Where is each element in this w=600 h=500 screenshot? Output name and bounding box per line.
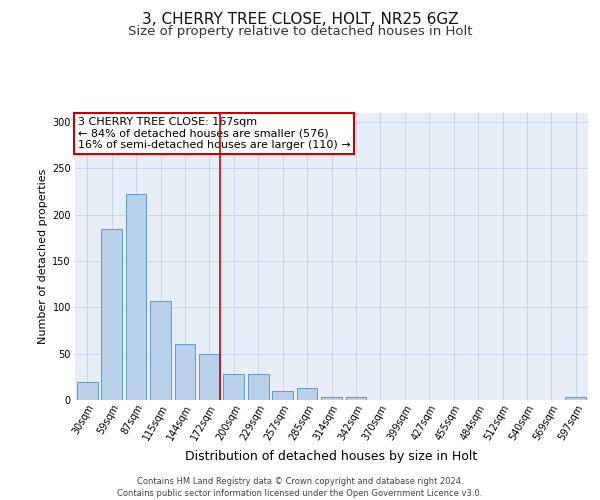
X-axis label: Distribution of detached houses by size in Holt: Distribution of detached houses by size … [185,450,478,464]
Bar [223,374,244,400]
Bar [175,344,196,400]
Bar [150,301,171,400]
Bar [321,397,342,400]
Text: 3 CHERRY TREE CLOSE: 167sqm
← 84% of detached houses are smaller (576)
16% of se: 3 CHERRY TREE CLOSE: 167sqm ← 84% of det… [77,117,350,150]
Bar [565,397,586,400]
Bar [296,388,317,400]
Bar [125,194,146,400]
Bar [248,374,269,400]
Text: Size of property relative to detached houses in Holt: Size of property relative to detached ho… [128,25,472,38]
Bar [272,390,293,400]
Bar [346,397,367,400]
Y-axis label: Number of detached properties: Number of detached properties [38,168,48,344]
Bar [199,354,220,400]
Text: Contains HM Land Registry data © Crown copyright and database right 2024.
Contai: Contains HM Land Registry data © Crown c… [118,476,482,498]
Bar [77,382,98,400]
Text: 3, CHERRY TREE CLOSE, HOLT, NR25 6GZ: 3, CHERRY TREE CLOSE, HOLT, NR25 6GZ [142,12,458,28]
Bar [101,230,122,400]
